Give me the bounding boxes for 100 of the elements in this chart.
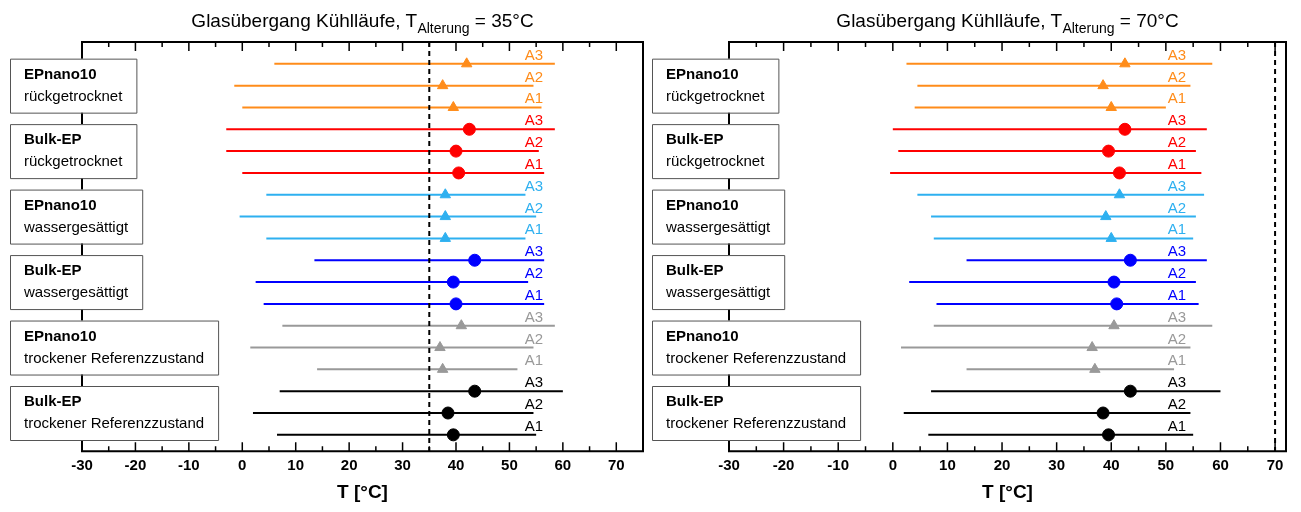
point — [1097, 79, 1109, 90]
x-tick-label: -20 — [124, 456, 147, 474]
x-tick-label: 70 — [1266, 456, 1284, 474]
x-tick-label: 0 — [238, 456, 247, 474]
x-tick-label: -30 — [718, 456, 740, 474]
y-tick-label: A3 — [1167, 111, 1186, 129]
point — [449, 297, 463, 311]
point — [1113, 188, 1126, 199]
point — [441, 406, 455, 420]
x-tick-label: 0 — [888, 456, 897, 474]
x-tick-label: 40 — [1102, 456, 1120, 474]
point — [455, 319, 468, 330]
annotation: Bulk-EP rückgetrocknet — [24, 130, 124, 170]
point — [460, 57, 473, 68]
y-tick-label: A2 — [1167, 329, 1186, 347]
x-tick-label: 60 — [554, 456, 572, 474]
annotation: EPnano10 wassergesättigt — [665, 195, 772, 235]
point — [468, 253, 482, 267]
annotation: Bulk-EP wassergesättigt — [23, 261, 130, 301]
y-tick-label: A2 — [524, 67, 543, 85]
annotation: Bulk-EP wassergesättigt — [665, 261, 772, 301]
point — [1102, 144, 1116, 158]
point — [439, 231, 452, 242]
y-tick-label: A2 — [1167, 264, 1186, 282]
y-tick-label: A1 — [524, 285, 543, 303]
x-tick-label: 40 — [447, 456, 465, 474]
y-tick-label: A1 — [524, 351, 543, 369]
y-tick-label: A2 — [524, 264, 543, 282]
x-tick-label: -10 — [178, 456, 200, 474]
point — [449, 144, 463, 158]
point — [1086, 341, 1098, 352]
y-tick-label: A1 — [1167, 416, 1186, 434]
point — [446, 428, 460, 442]
x-tick-label: 10 — [287, 456, 305, 474]
point — [1089, 362, 1101, 373]
x-tick-label: 70 — [607, 456, 625, 474]
x-tick-label: 20 — [340, 456, 358, 474]
y-tick-label: A1 — [1167, 285, 1186, 303]
point — [1110, 297, 1124, 311]
annotation: EPnano10 trockener Referenzzustand — [24, 326, 205, 366]
point — [1105, 100, 1117, 111]
annotation: Bulk-EP trockener Referenzzustand — [666, 392, 847, 432]
annotation: EPnano10 trockener Referenzzustand — [666, 326, 847, 366]
y-tick-label: A3 — [524, 176, 543, 194]
point — [436, 79, 449, 90]
point — [434, 341, 446, 352]
y-tick-label: A2 — [524, 198, 543, 216]
annotation: Bulk-EP trockener Referenzzustand — [24, 392, 205, 432]
point — [1102, 428, 1116, 442]
point — [1118, 122, 1132, 136]
x-axis-title: T [°C] — [982, 480, 1033, 502]
x-tick-label: 20 — [993, 456, 1011, 474]
y-tick-label: A3 — [524, 111, 543, 129]
y-tick-label: A3 — [1167, 242, 1186, 260]
y-tick-label: A3 — [524, 307, 543, 325]
annotation: Bulk-EP rückgetrocknet — [666, 130, 766, 170]
x-tick-label: -30 — [71, 456, 93, 474]
x-tick-label: 60 — [1212, 456, 1229, 474]
annotation: EPnano10 wassergesättigt — [23, 195, 130, 235]
x-tick-label: -20 — [772, 456, 795, 474]
x-tick-label: 10 — [939, 456, 956, 474]
y-tick-label: A3 — [1167, 307, 1186, 325]
x-tick-label: 50 — [1157, 456, 1175, 474]
y-tick-label: A1 — [1167, 220, 1186, 238]
point — [1107, 275, 1121, 289]
point — [439, 210, 452, 221]
y-tick-label: A1 — [524, 89, 543, 107]
y-tick-label: A3 — [1167, 45, 1186, 63]
point — [452, 166, 466, 180]
y-tick-label: A2 — [1167, 67, 1186, 85]
y-tick-label: A1 — [1167, 351, 1186, 369]
x-axis-title: T [°C] — [337, 480, 388, 502]
y-tick-label: A1 — [524, 220, 543, 238]
annotation: EPnano10 rückgetrocknet — [666, 64, 766, 104]
point — [468, 384, 482, 398]
y-tick-label: A3 — [1167, 176, 1186, 194]
y-tick-label: A2 — [524, 133, 543, 151]
x-tick-label: -10 — [827, 456, 850, 474]
point — [446, 275, 460, 289]
point — [1108, 319, 1120, 330]
y-tick-label: A2 — [1167, 395, 1186, 413]
x-tick-label: 50 — [501, 456, 518, 474]
x-tick-label: 30 — [394, 456, 411, 474]
y-tick-label: A3 — [524, 242, 543, 260]
y-tick-label: A1 — [1167, 89, 1186, 107]
annotation: EPnano10 rückgetrocknet — [24, 64, 124, 104]
point — [436, 362, 449, 373]
point — [447, 100, 460, 111]
point — [1123, 253, 1137, 267]
point — [1112, 166, 1126, 180]
y-tick-label: A3 — [1167, 373, 1186, 391]
x-tick-label: 30 — [1048, 456, 1065, 474]
y-tick-label: A2 — [1167, 133, 1186, 151]
point — [1119, 57, 1131, 68]
y-tick-label: A2 — [524, 329, 543, 347]
y-tick-label: A1 — [524, 154, 543, 172]
y-tick-label: A3 — [524, 45, 543, 63]
y-tick-label: A1 — [1167, 154, 1186, 172]
point — [1096, 406, 1110, 420]
point — [1123, 384, 1137, 398]
